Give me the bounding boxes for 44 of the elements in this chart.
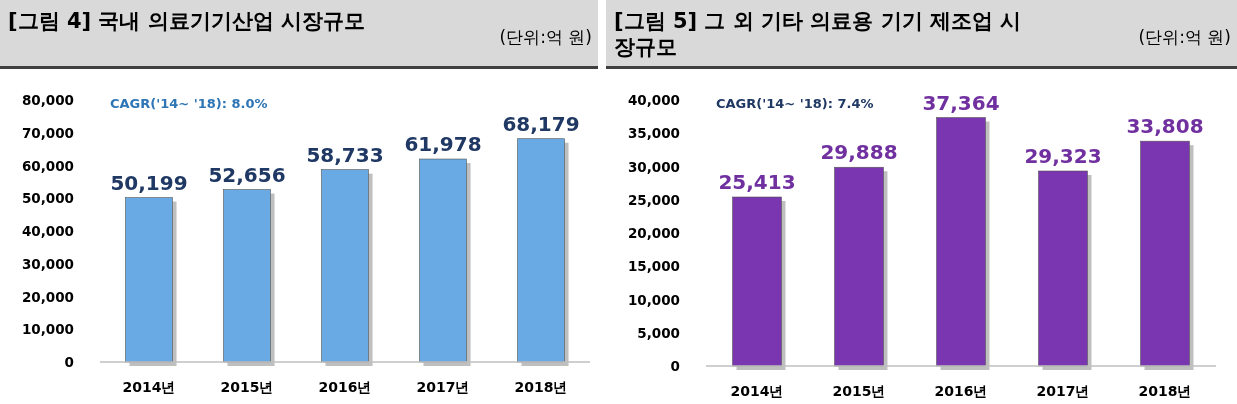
data-label: 52,656 — [208, 162, 286, 187]
data-label: 50,199 — [110, 170, 188, 195]
y-tick-label: 20,000 — [627, 225, 680, 241]
data-label: 61,978 — [404, 132, 482, 157]
x-tick-label: 2014년 — [730, 383, 784, 399]
x-tick-label: 2016년 — [934, 383, 988, 399]
data-label: 25,413 — [718, 170, 796, 194]
y-tick-label: 15,000 — [627, 258, 680, 275]
y-tick-label: 30,000 — [627, 158, 680, 175]
data-label: 37,364 — [922, 90, 1000, 115]
x-tick-label: 2016년 — [318, 379, 372, 395]
x-tick-label: 2015년 — [220, 379, 274, 395]
y-tick-label: 25,000 — [627, 191, 680, 208]
y-tick-label: 30,000 — [21, 255, 74, 272]
data-label: 29,888 — [820, 140, 898, 165]
annotation: CAGR('14~ '18): 7.4% — [716, 96, 874, 111]
y-tick-label: 0 — [670, 358, 680, 374]
y-tick-label: 0 — [64, 354, 74, 370]
chart-title: [그림 4] 국내 의료기기산업 시장규모 — [8, 8, 367, 34]
data-label: 33,808 — [1126, 114, 1204, 139]
y-tick-label: 80,000 — [21, 92, 74, 108]
y-tick-label: 20,000 — [21, 288, 74, 305]
data-label: 58,733 — [306, 142, 384, 167]
x-tick-label: 2014년 — [122, 379, 176, 395]
y-tick-label: 10,000 — [21, 321, 74, 338]
y-tick-label: 35,000 — [627, 125, 680, 142]
y-tick-label: 50,000 — [21, 190, 74, 207]
chart-subtitle: (단위:억 원) — [1138, 26, 1231, 49]
chart-title: [그림 5] 그 외 기타 의료용 기기 제조업 시장규모 — [614, 8, 1023, 60]
y-tick-label: 60,000 — [21, 157, 74, 174]
y-tick-label: 40,000 — [21, 223, 74, 239]
y-tick-label: 5,000 — [637, 324, 680, 341]
y-tick-label: 40,000 — [627, 92, 680, 108]
y-tick-label: 70,000 — [21, 124, 74, 141]
x-tick-label: 2017년 — [416, 379, 470, 395]
chart-subtitle: (단위:억 원) — [499, 26, 592, 49]
data-label: 68,179 — [502, 111, 580, 136]
x-tick-label: 2017년 — [1036, 383, 1090, 399]
x-tick-label: 2015년 — [832, 383, 886, 399]
x-tick-label: 2018년 — [1138, 383, 1192, 399]
data-label: 29,323 — [1024, 144, 1102, 168]
y-tick-label: 10,000 — [627, 291, 680, 308]
x-tick-label: 2018년 — [514, 379, 568, 395]
annotation: CAGR('14~ '18): 8.0% — [110, 96, 268, 111]
